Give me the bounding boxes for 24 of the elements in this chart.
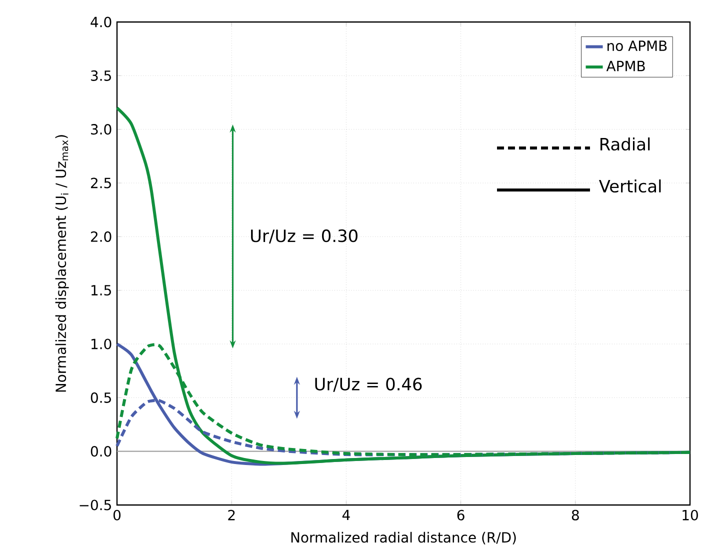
y-tick-label: 3.0 bbox=[91, 124, 112, 135]
y-tick-label: 4.0 bbox=[90, 16, 112, 28]
annotation: Ur/Uz = 0.46 bbox=[315, 378, 422, 392]
y-tick-label: 2.0 bbox=[90, 231, 112, 242]
y-tick-label: 3.5 bbox=[91, 70, 111, 81]
annotation: Ur/Uz = 0.30 bbox=[251, 229, 358, 244]
legend-label: no APMB bbox=[608, 40, 667, 52]
x-axis-title: Normalized radial distance (R/D) bbox=[291, 532, 516, 544]
y-tick-label: 1.0 bbox=[92, 338, 112, 350]
y-tick-label: 0.5 bbox=[90, 392, 111, 403]
y-tick-label: 2.5 bbox=[90, 178, 111, 188]
x-tick-label: 2 bbox=[228, 510, 235, 520]
y-tick-label: 0.0 bbox=[90, 446, 112, 457]
x-tick-label: 0 bbox=[113, 510, 121, 520]
annotation: Radial bbox=[600, 137, 650, 151]
x-tick-label: 8 bbox=[572, 510, 579, 520]
x-tick-label: 4 bbox=[342, 510, 350, 520]
y-tick-label: 1.5 bbox=[92, 285, 111, 296]
y-tick-label: −0.5 bbox=[80, 500, 111, 510]
x-tick-label: 6 bbox=[457, 510, 464, 520]
annotation: Vertical bbox=[598, 179, 661, 193]
legend-label: APMB bbox=[606, 60, 645, 72]
y-axis-title: Normalized displacement (U$_{i}$ / Uz$_{max}$) bbox=[55, 135, 69, 392]
x-tick-label: 10 bbox=[682, 510, 698, 520]
